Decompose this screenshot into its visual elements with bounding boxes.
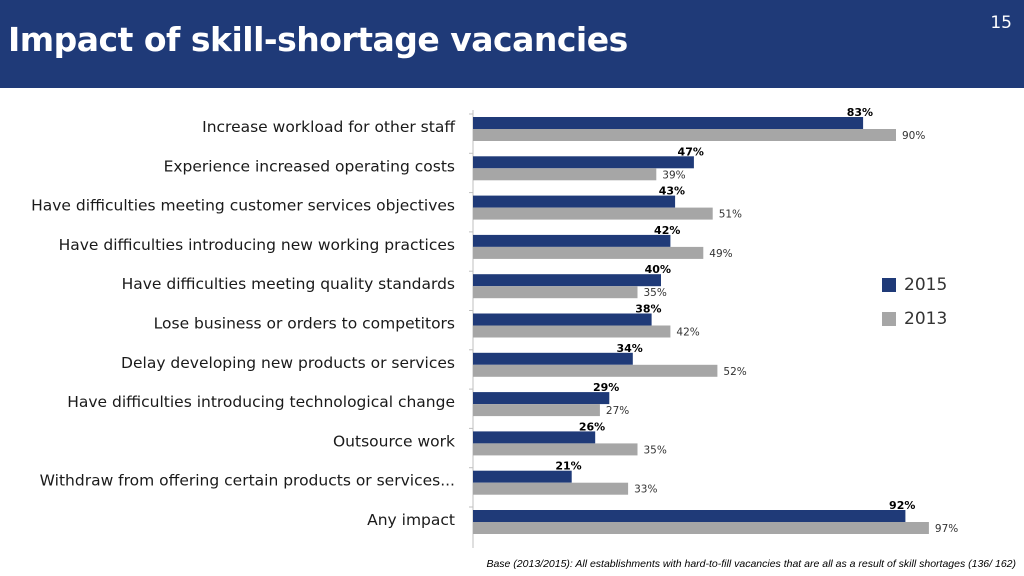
category-label: Have difficulties introducing new workin… [59,236,455,254]
bar-2015 [473,195,676,208]
bar-2013 [473,443,638,456]
bar-2015 [473,274,661,287]
category-label: Have difficulties introducing technologi… [67,393,455,411]
data-label-2013: 33% [634,484,657,496]
data-label-2013: 90% [902,130,925,142]
bar-2013 [473,246,704,259]
legend-item-2015: 2015 [882,275,947,295]
data-label-2015: 38% [635,303,661,316]
bar-2015 [473,156,694,169]
header-bar: Impact of skill-shortage vacancies 15 [0,0,1024,88]
bar-2015 [473,234,671,247]
data-label-2013: 35% [644,287,667,299]
data-label-2013: 39% [662,169,685,181]
bar-2015 [473,470,572,483]
legend-swatch-2015 [882,278,896,292]
legend-swatch-2013 [882,312,896,326]
category-label: Delay developing new products or service… [121,354,455,372]
bar-2013 [473,364,718,377]
bar-2013 [473,129,896,141]
category-label: Lose business or orders to competitors [154,315,455,333]
bar-2015 [473,117,864,129]
bar-2013 [473,207,713,220]
data-label-2013: 51% [719,209,742,221]
category-label: Outsource work [333,432,455,450]
data-label-2013: 52% [723,366,746,378]
bar-2013 [473,286,638,299]
bar-2015 [473,510,906,522]
bar-2013 [473,482,629,495]
data-label-2013: 35% [644,444,667,456]
data-label-2013: 27% [606,405,629,417]
data-label-2013: 49% [709,248,732,260]
bar-2015 [473,431,596,444]
bar-2015 [473,313,652,326]
bar-chart: Increase workload for other staff 83% 90% E… [31,106,958,548]
bar-2013 [473,522,929,534]
page-number: 15 [990,13,1012,33]
page-title: Impact of skill-shortage vacancies [8,20,628,59]
data-label-2015: 92% [889,499,915,512]
data-label-2015: 34% [616,342,642,355]
data-label-2015: 47% [678,145,704,158]
category-label: Have difficulties meeting customer servi… [31,197,455,215]
legend: 2015 2013 [882,275,947,343]
footnote: Base (2013/2015): All establishments wit… [486,558,1016,570]
bar-2015 [473,352,633,365]
legend-label-2013: 2013 [904,309,948,329]
bar-2013 [473,404,600,417]
data-label-2015: 43% [659,185,685,198]
data-label-2015: 21% [555,460,581,473]
data-label-2015: 29% [593,381,619,394]
data-label-2015: 26% [579,420,605,433]
data-label-2013: 42% [676,327,699,339]
category-label: Increase workload for other staff [202,118,455,136]
legend-label-2015: 2015 [904,275,948,295]
data-label-2015: 40% [645,263,671,276]
category-label: Any impact [367,511,455,529]
bar-2013 [473,168,657,181]
category-label: Withdraw from offering certain products … [40,472,455,490]
category-label: Have difficulties meeting quality standa… [122,275,455,293]
bar-2015 [473,392,610,405]
legend-item-2013: 2013 [882,309,947,329]
data-label-2013: 97% [935,523,958,535]
bar-2013 [473,325,671,338]
data-label-2015: 83% [847,106,873,119]
category-label: Experience increased operating costs [164,157,455,175]
data-label-2015: 42% [654,224,680,237]
